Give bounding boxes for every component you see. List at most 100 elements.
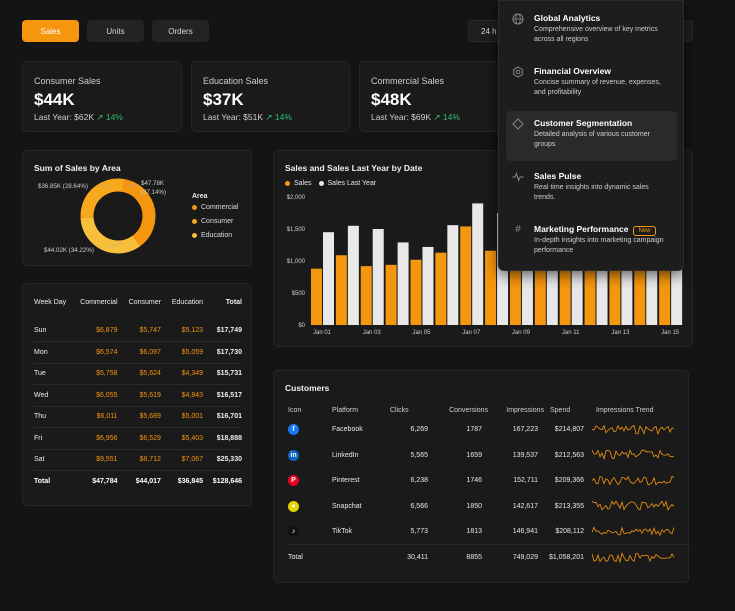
cell: $44,017 xyxy=(135,478,161,485)
cell xyxy=(332,544,390,570)
x-tick-label: Jan 05 xyxy=(412,330,431,336)
cell-conversions: 1746 xyxy=(466,477,482,485)
bar-sales-last-year[interactable] xyxy=(372,229,384,325)
cell: $5,403 xyxy=(164,427,208,450)
bar-sales-last-year[interactable] xyxy=(422,246,434,325)
bar-sales[interactable] xyxy=(311,268,322,325)
cell: $7,067 xyxy=(164,449,208,471)
kpi-last-year: Last Year: $51K xyxy=(203,112,264,122)
legend-item-education: Education xyxy=(192,232,232,239)
cell: $6,529 xyxy=(121,427,165,450)
cell-conversions: 8855 xyxy=(436,544,490,570)
cell-spend: $1,058,201 xyxy=(546,544,592,570)
cell: $4,843 xyxy=(164,384,208,407)
diamond-icon xyxy=(512,118,524,130)
bar-sales-last-year[interactable] xyxy=(397,242,409,325)
cell-trend xyxy=(591,468,690,494)
sparkline-path xyxy=(591,551,675,563)
cell: $5,619 xyxy=(121,384,165,407)
col-impressions: Impressions xyxy=(506,406,544,414)
cell: $36,845 xyxy=(177,478,204,485)
donut-slice-consumer[interactable] xyxy=(80,178,156,254)
legend-dot xyxy=(285,181,290,186)
cell-platform: Pinterest xyxy=(332,477,360,485)
kpi-delta: ↗ 14% xyxy=(96,112,123,122)
bar-sales[interactable] xyxy=(559,249,571,325)
cell: $4,349 xyxy=(164,363,208,385)
menu-item-desc: Concise summary of revenue, expenses, an… xyxy=(534,79,661,96)
table-row: Thu $6,011 $5,689 $5,001 $16,701 xyxy=(34,406,242,428)
col-education: Education xyxy=(171,299,204,306)
sparkline xyxy=(591,424,674,435)
bar-sales-last-year[interactable] xyxy=(447,225,459,325)
legend-title: Area xyxy=(192,193,208,200)
bar-sales[interactable] xyxy=(460,226,472,325)
cell: $6,055 xyxy=(72,384,122,407)
menu-item-sales-pulse[interactable]: Sales Pulse Real time insights into dyna… xyxy=(506,164,677,214)
bar-sales[interactable] xyxy=(410,259,422,325)
legend-label: Sales Last Year xyxy=(327,180,377,187)
bar-sales[interactable] xyxy=(584,243,596,325)
cell-spend: $208,112 xyxy=(555,528,584,535)
menu-item-financial-overview[interactable]: Financial Overview Concise summary of re… xyxy=(506,59,677,109)
linkedin-icon: in xyxy=(288,449,299,461)
bar-chart-title: Sales and Sales Last Year by Date xyxy=(285,163,423,173)
gear-icon xyxy=(512,66,524,78)
bar-sales-last-year[interactable] xyxy=(323,232,334,325)
sparkline-path xyxy=(591,500,675,512)
cell-trend xyxy=(591,519,690,545)
bar-sales-last-year[interactable] xyxy=(347,225,359,325)
bar-sales[interactable] xyxy=(659,232,671,325)
table-row: Sat $9,551 $8,712 $7,067 $25,330 xyxy=(34,449,242,471)
bar-sales[interactable] xyxy=(385,264,397,325)
bar-sales[interactable] xyxy=(360,266,372,325)
cell-total-label: Total xyxy=(288,544,332,570)
cell: $6,956 xyxy=(72,427,122,450)
menu-item-title: Financial Overview xyxy=(534,66,612,76)
cell-icon: ♪ xyxy=(288,519,332,545)
bar-sales[interactable] xyxy=(634,245,646,325)
donut-slice-education[interactable] xyxy=(80,178,156,254)
kpi-sub: Last Year: $51K ↗ 14% xyxy=(203,112,292,123)
menu-item-marketing-performance[interactable]: # Marketing Performance New In-depth insi… xyxy=(506,217,677,267)
tab-orders[interactable]: Orders xyxy=(152,20,209,42)
cell-icon: in xyxy=(288,443,332,469)
col-consumer: Consumer xyxy=(128,299,161,306)
cell: $25,330 xyxy=(207,449,242,471)
customers-title: Customers xyxy=(285,383,330,393)
cell: $17,730 xyxy=(207,341,242,364)
cell: Tue xyxy=(34,363,72,385)
bar-sales[interactable] xyxy=(435,252,447,325)
table-total-row: Total $47,784 $44,017 $36,845 $128,646 xyxy=(34,471,242,493)
cell-clicks: 5,773 xyxy=(410,528,428,535)
tab-units[interactable]: Units xyxy=(87,20,144,42)
menu-item-title: Global Analytics xyxy=(534,13,601,23)
col-spend: Spend xyxy=(550,406,571,414)
legend-item-commercial: Commercial xyxy=(192,204,238,211)
cell: $6,879 xyxy=(72,320,122,342)
bar-sales[interactable] xyxy=(485,250,497,325)
kpi-last-year: Last Year: $69K xyxy=(371,112,432,122)
sparkline xyxy=(591,449,675,461)
tab-sales[interactable]: Sales xyxy=(22,20,79,42)
kpi-value: $48K xyxy=(371,90,412,109)
kpi-value: $44K xyxy=(34,90,75,109)
kpi-sub: Last Year: $69K ↗ 14% xyxy=(371,112,460,123)
menu-item-customer-segmentation[interactable]: Customer Segmentation Detailed analysis … xyxy=(506,111,677,161)
table-row: ♪ TikTok 5,773 1813 146,941 $208,112 xyxy=(288,519,690,545)
cell-conversions: 1659 xyxy=(466,451,482,459)
col-platform: Platform xyxy=(332,406,359,414)
bar-sales-last-year[interactable] xyxy=(472,203,484,325)
y-tick-label: $1,000 xyxy=(287,259,306,265)
cell-impressions: 749,029 xyxy=(490,544,546,570)
bar-sales[interactable] xyxy=(609,241,621,325)
bar-sales[interactable] xyxy=(534,248,546,325)
kpi-label: Commercial Sales xyxy=(371,76,445,86)
sparkline xyxy=(591,475,675,486)
sparkline-path xyxy=(591,525,675,536)
sparkline-path xyxy=(591,424,674,435)
bar-sales[interactable] xyxy=(509,249,521,325)
menu-item-global-analytics[interactable]: Global Analytics Comprehensive overview … xyxy=(506,6,677,56)
cell: Fri xyxy=(34,427,72,450)
bar-sales[interactable] xyxy=(335,255,347,325)
